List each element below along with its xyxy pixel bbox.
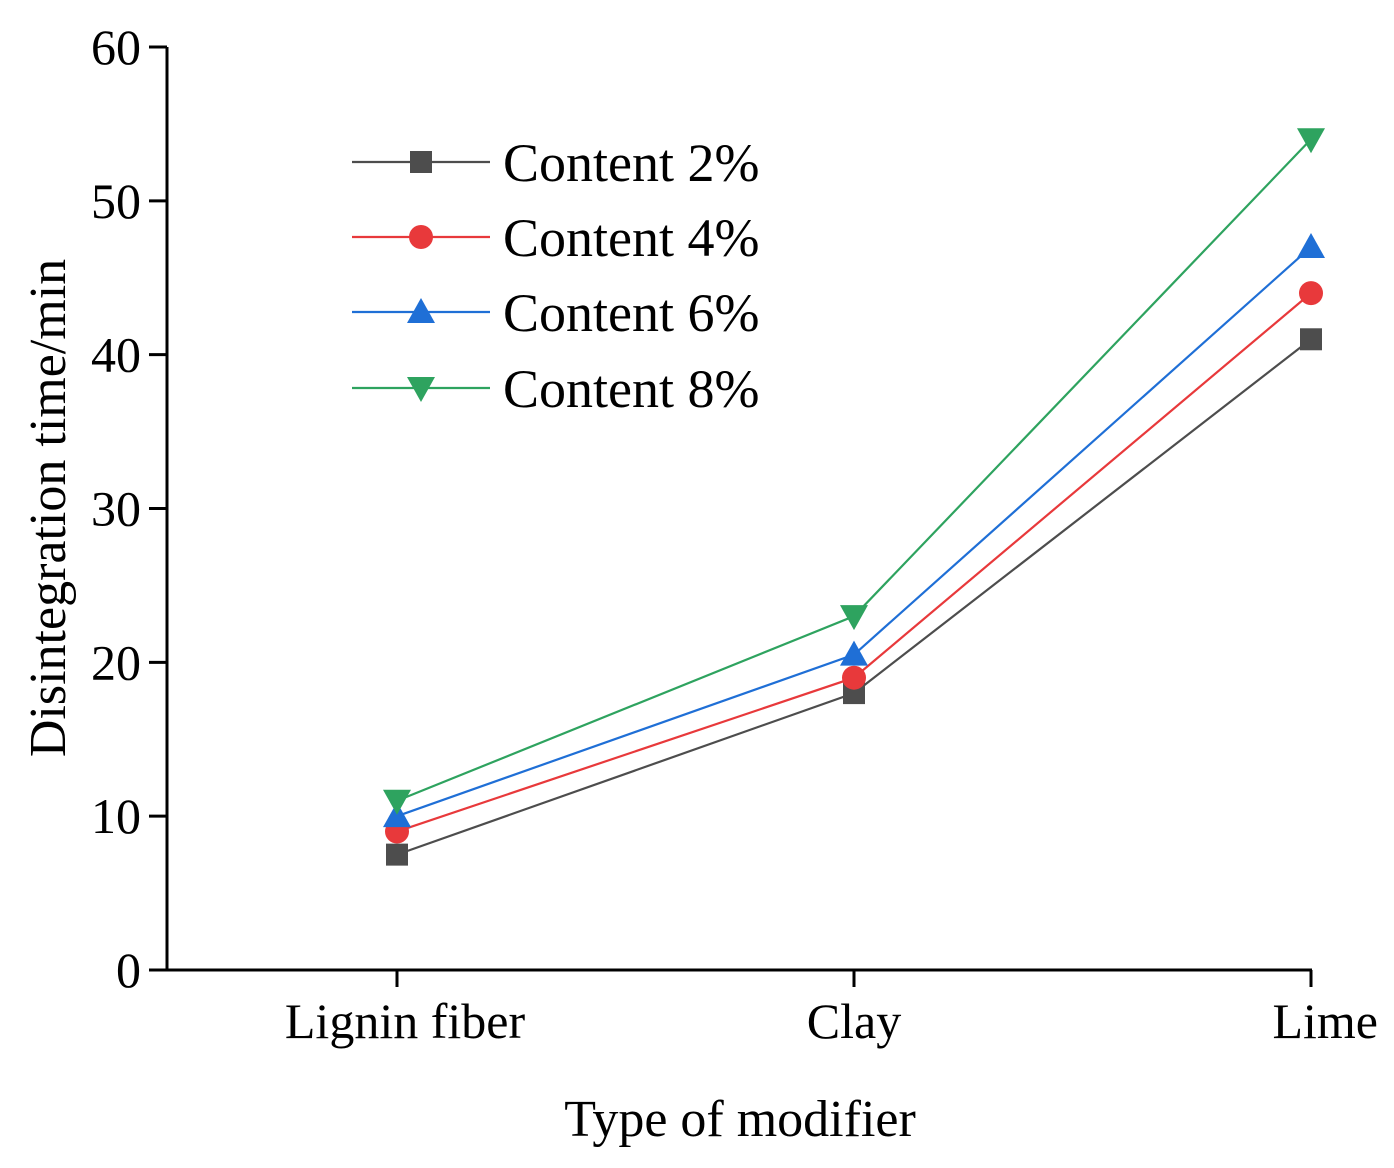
data-point-s4-1 bbox=[840, 605, 868, 631]
data-point-s2-1 bbox=[842, 665, 866, 690]
x-axis-title: Type of modifier bbox=[564, 1091, 916, 1148]
x-tick-label-lime: Lime bbox=[1272, 993, 1378, 1049]
legend-item-1: Content 2% bbox=[352, 133, 759, 193]
data-point-s2-2 bbox=[1299, 281, 1323, 306]
data-point-s1-2 bbox=[1300, 328, 1322, 351]
series-layer bbox=[383, 128, 1325, 866]
y-tick-label-0: 0 bbox=[116, 942, 141, 998]
legend-label-3: Content 6% bbox=[503, 283, 759, 343]
data-point-s1-0 bbox=[386, 843, 408, 866]
data-point-s4-0 bbox=[383, 789, 411, 815]
data-point-s3-2 bbox=[1297, 232, 1325, 258]
legend-label-1: Content 2% bbox=[503, 133, 759, 193]
legend-marker-1 bbox=[410, 151, 432, 173]
legend-marker-3 bbox=[407, 298, 435, 323]
series-2 bbox=[385, 281, 1323, 844]
series-4 bbox=[383, 128, 1325, 815]
x-tick-label-clay: Clay bbox=[807, 993, 901, 1049]
y-tick-label-40: 40 bbox=[91, 327, 141, 383]
legend-label-2: Content 4% bbox=[503, 208, 759, 268]
legend-item-2: Content 4% bbox=[352, 208, 759, 268]
legend-label-4: Content 8% bbox=[503, 359, 759, 419]
legend-marker-2 bbox=[409, 225, 433, 249]
data-point-s4-2 bbox=[1297, 128, 1325, 154]
y-tick-label-30: 30 bbox=[91, 481, 141, 537]
data-point-s3-1 bbox=[840, 640, 868, 666]
legend: Content 2% Content 4% Content 6% Content 8% bbox=[352, 133, 759, 419]
y-tick-label-10: 10 bbox=[91, 788, 141, 844]
y-axis-title: Disintegration time/min bbox=[20, 259, 77, 757]
y-tick-label-60: 60 bbox=[91, 19, 141, 75]
legend-item-4: Content 8% bbox=[352, 359, 759, 419]
legend-item-3: Content 6% bbox=[352, 283, 759, 343]
y-tick-label-20: 20 bbox=[91, 634, 141, 690]
ticks: 0 10 20 30 40 50 60 Lignin fiber Clay Lime bbox=[91, 19, 1378, 1049]
y-tick-label-50: 50 bbox=[91, 173, 141, 229]
legend-marker-4 bbox=[407, 377, 435, 402]
x-tick-label-lignin-fiber: Lignin fiber bbox=[285, 993, 526, 1049]
